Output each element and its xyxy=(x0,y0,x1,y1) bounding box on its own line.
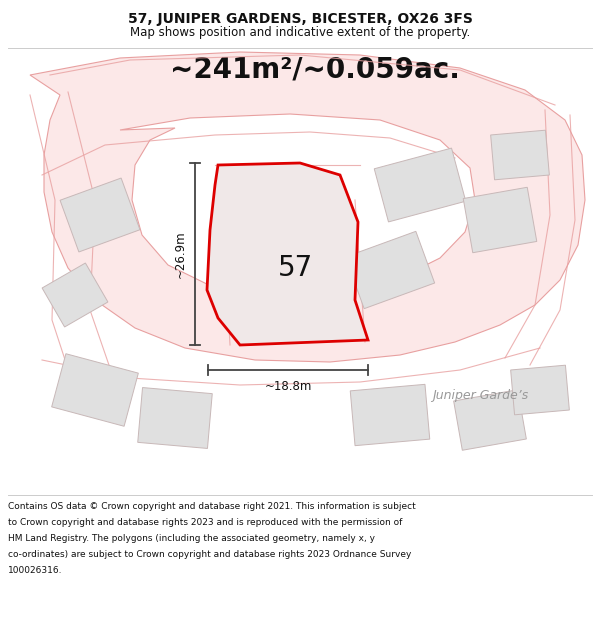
Polygon shape xyxy=(120,114,475,294)
Polygon shape xyxy=(511,365,569,415)
Polygon shape xyxy=(374,148,466,222)
Text: co-ordinates) are subject to Crown copyright and database rights 2023 Ordnance S: co-ordinates) are subject to Crown copyr… xyxy=(8,550,412,559)
Text: HM Land Registry. The polygons (including the associated geometry, namely x, y: HM Land Registry. The polygons (includin… xyxy=(8,534,375,543)
Text: Map shows position and indicative extent of the property.: Map shows position and indicative extent… xyxy=(130,26,470,39)
Polygon shape xyxy=(463,188,537,253)
Text: 57, JUNIPER GARDENS, BICESTER, OX26 3FS: 57, JUNIPER GARDENS, BICESTER, OX26 3FS xyxy=(128,12,472,26)
Text: 100026316.: 100026316. xyxy=(8,566,62,575)
Text: to Crown copyright and database rights 2023 and is reproduced with the permissio: to Crown copyright and database rights 2… xyxy=(8,518,403,527)
Polygon shape xyxy=(454,390,526,450)
Text: Contains OS data © Crown copyright and database right 2021. This information is : Contains OS data © Crown copyright and d… xyxy=(8,502,416,511)
Text: ~241m²/~0.059ac.: ~241m²/~0.059ac. xyxy=(170,56,460,84)
Bar xyxy=(0,48,600,493)
Text: Juniper Garde’s: Juniper Garde’s xyxy=(432,389,528,401)
Polygon shape xyxy=(30,52,585,362)
Text: 57: 57 xyxy=(278,254,313,282)
Text: ~18.8m: ~18.8m xyxy=(265,380,311,393)
Polygon shape xyxy=(60,178,140,252)
Polygon shape xyxy=(207,163,368,345)
Polygon shape xyxy=(491,130,550,180)
Polygon shape xyxy=(138,388,212,449)
Polygon shape xyxy=(42,263,108,327)
Text: ~26.9m: ~26.9m xyxy=(174,230,187,278)
Polygon shape xyxy=(350,384,430,446)
Polygon shape xyxy=(52,354,139,426)
Polygon shape xyxy=(346,231,434,309)
